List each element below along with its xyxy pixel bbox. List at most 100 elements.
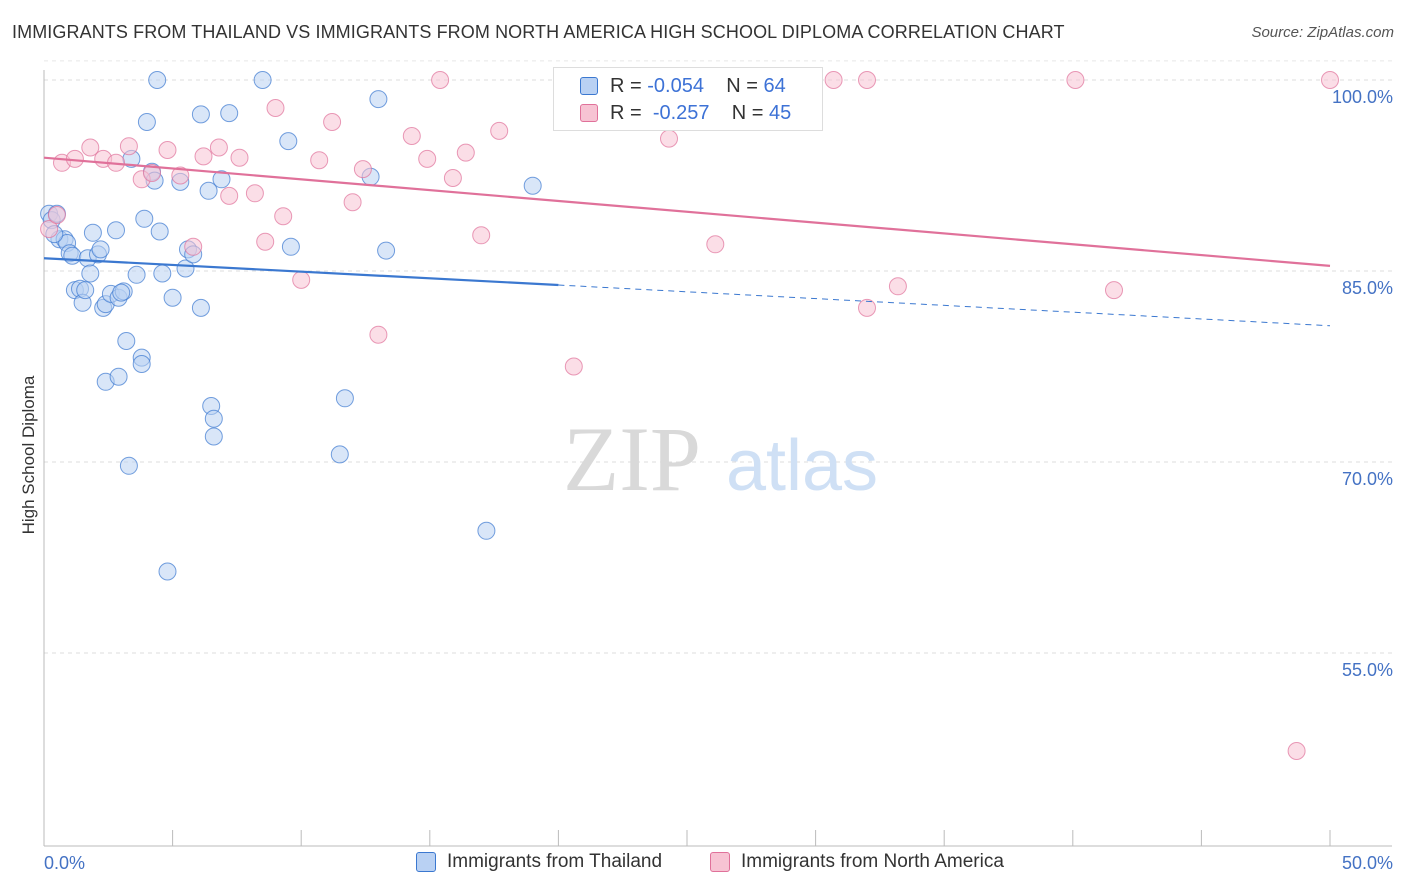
series-name-north-america: Immigrants from North America <box>741 851 1004 872</box>
x-tick-label-max: 50.0% <box>1342 853 1393 873</box>
data-point <box>119 137 138 156</box>
data-point <box>477 521 496 540</box>
y-axis-label: High School Diploma <box>19 375 38 534</box>
data-point <box>1105 281 1123 300</box>
data-point <box>369 325 388 344</box>
data-point <box>323 113 342 131</box>
data-point <box>490 121 509 140</box>
data-point <box>81 138 100 157</box>
data-point <box>81 264 100 283</box>
data-point <box>402 127 421 145</box>
series-legend: Immigrants from Thailand Immigrants from… <box>0 851 1406 879</box>
data-point <box>335 389 354 408</box>
legend-swatch-thailand <box>580 77 598 95</box>
data-point <box>256 232 275 251</box>
data-point <box>135 209 154 228</box>
legend-n-value: 64 <box>763 74 786 97</box>
series-points-north-america <box>40 71 1339 760</box>
watermark: ZIP atlas <box>563 408 878 510</box>
legend-n-label: N = <box>731 101 764 124</box>
data-point <box>112 283 131 302</box>
data-point <box>274 207 293 226</box>
data-point <box>1066 71 1085 89</box>
data-point <box>194 147 213 166</box>
trend-line-extension <box>558 284 1331 327</box>
data-point <box>564 357 583 376</box>
data-point <box>76 281 95 300</box>
legend-r-value: -0.054 <box>647 74 704 97</box>
data-point <box>443 169 462 187</box>
data-point <box>281 237 300 256</box>
data-point <box>369 90 388 109</box>
data-point <box>253 71 272 89</box>
data-point <box>858 298 876 317</box>
data-point <box>220 104 239 123</box>
data-point <box>153 264 172 283</box>
data-point <box>163 288 182 307</box>
legend-n-label: N = <box>726 74 758 97</box>
data-point <box>158 562 177 581</box>
correlation-legend: R = -0.054 N = 64 R = -0.257 N = 45 <box>553 67 823 131</box>
series-swatch-north-america <box>710 852 730 872</box>
data-point <box>523 176 542 195</box>
data-point <box>191 105 210 124</box>
x-tick-label-min: 0.0% <box>44 853 85 873</box>
data-point <box>266 99 285 117</box>
data-point <box>204 409 223 428</box>
y-tick-label: 100.0% <box>1332 87 1393 107</box>
watermark-zip: ZIP <box>563 408 701 510</box>
data-point <box>220 186 239 205</box>
data-point <box>310 151 329 170</box>
data-point <box>230 148 249 167</box>
data-point <box>171 166 190 185</box>
data-point <box>353 160 372 179</box>
data-point <box>858 71 876 89</box>
trend-line <box>43 257 559 287</box>
data-point <box>127 265 146 284</box>
legend-r-label: R = <box>610 101 642 124</box>
data-point <box>706 235 725 254</box>
data-point <box>158 141 177 159</box>
data-point <box>888 277 907 296</box>
data-point <box>132 355 151 373</box>
data-point <box>292 270 311 289</box>
data-point <box>343 193 362 212</box>
data-point <box>40 220 59 238</box>
legend-r-value: -0.257 <box>652 101 710 124</box>
data-point <box>148 71 167 89</box>
data-point <box>143 164 161 182</box>
data-point <box>176 259 195 278</box>
data-point <box>456 143 475 162</box>
tick-labels: 55.0% 70.0% 85.0% 100.0% 0.0% 50.0% <box>44 87 1393 873</box>
grid-lines <box>44 60 1392 654</box>
series-legend-north-america: Immigrants from North America <box>710 851 1004 873</box>
y-tick-label: 55.0% <box>1342 660 1393 680</box>
watermark-atlas: atlas <box>726 426 878 506</box>
data-point <box>245 184 264 203</box>
axes <box>43 70 1392 847</box>
data-point <box>330 445 349 464</box>
data-point <box>63 246 82 265</box>
data-point <box>204 427 223 446</box>
trend-line <box>43 156 1331 268</box>
data-point <box>209 138 228 157</box>
trend-lines <box>43 156 1331 327</box>
series-swatch-thailand <box>416 852 436 872</box>
y-tick-label: 85.0% <box>1342 278 1393 298</box>
data-point <box>119 456 138 475</box>
chart-source: Source: ZipAtlas.com <box>1251 24 1394 41</box>
data-point <box>47 206 66 224</box>
data-point <box>279 132 298 151</box>
legend-n-value: 45 <box>769 101 792 124</box>
legend-r-label: R = <box>610 74 642 97</box>
data-point <box>109 367 128 386</box>
legend-row-thailand: R = -0.054 N = 64 <box>580 73 786 99</box>
data-point <box>137 113 156 131</box>
data-point <box>377 241 396 260</box>
data-point <box>91 240 110 259</box>
data-point <box>418 149 437 168</box>
data-point <box>117 332 136 350</box>
data-points <box>40 71 1339 760</box>
data-point <box>660 129 678 148</box>
